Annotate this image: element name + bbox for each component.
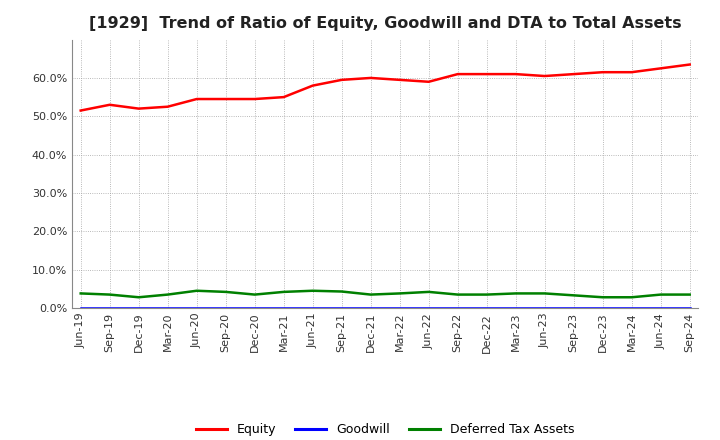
Legend: Equity, Goodwill, Deferred Tax Assets: Equity, Goodwill, Deferred Tax Assets [191,418,580,440]
Title: [1929]  Trend of Ratio of Equity, Goodwill and DTA to Total Assets: [1929] Trend of Ratio of Equity, Goodwil… [89,16,682,32]
